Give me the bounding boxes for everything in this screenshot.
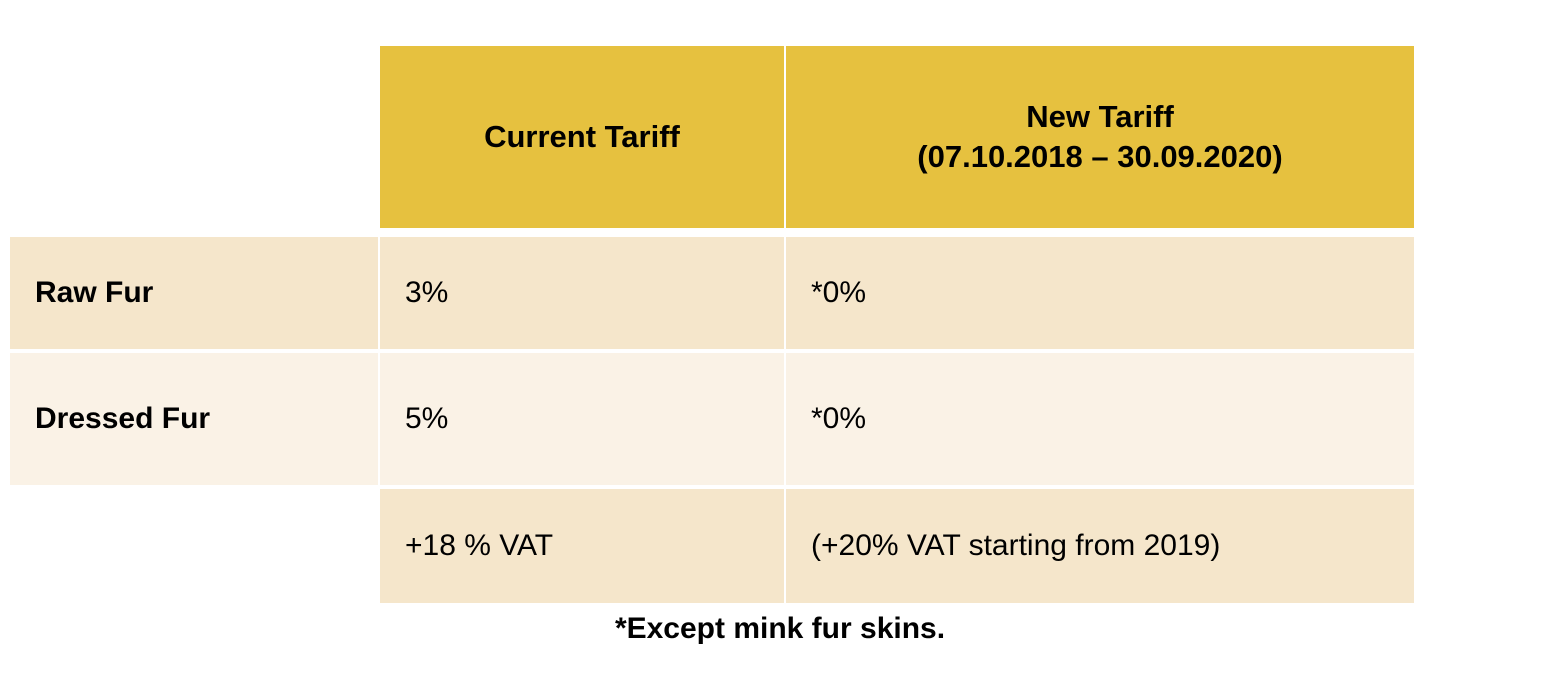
cell: *0% [786, 237, 1414, 349]
header-text: Current Tariff [484, 119, 680, 154]
header-text: (07.10.2018 – 30.09.2020) [917, 139, 1283, 174]
header-cell: Current Tariff [380, 46, 784, 228]
header-cell: New Tariff (07.10.2018 – 30.09.2020) [786, 46, 1414, 228]
cell: +18 % VAT [380, 489, 784, 603]
cell: *0% [786, 353, 1414, 485]
row-label: Raw Fur [10, 237, 378, 349]
cell: (+20% VAT starting from 2019) [786, 489, 1414, 603]
footnote: *Except mink fur skins. [614, 612, 946, 645]
cell: 3% [380, 237, 784, 349]
cell: 5% [380, 353, 784, 485]
row-label: Dressed Fur [10, 353, 378, 485]
header-text: New Tariff [1026, 99, 1174, 134]
